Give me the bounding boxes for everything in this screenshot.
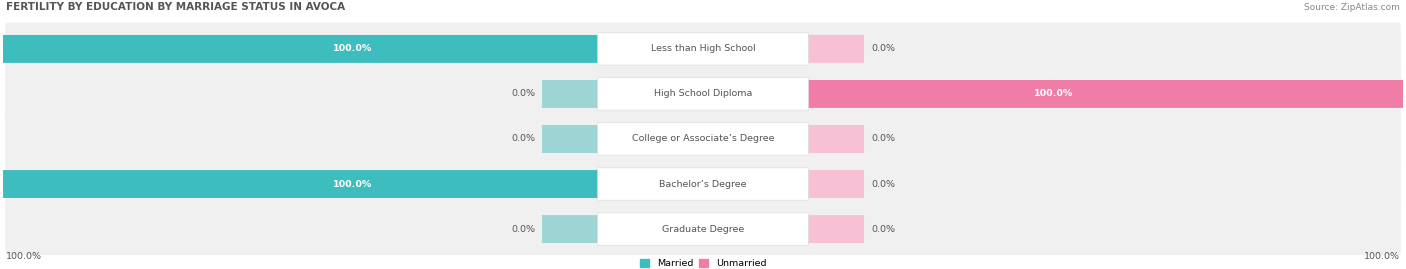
FancyBboxPatch shape [3,35,703,63]
FancyBboxPatch shape [541,80,598,108]
Text: Bachelor’s Degree: Bachelor’s Degree [659,179,747,189]
FancyBboxPatch shape [808,215,865,243]
FancyBboxPatch shape [598,33,808,65]
FancyBboxPatch shape [6,158,1400,210]
FancyBboxPatch shape [541,125,598,153]
Text: 0.0%: 0.0% [872,134,896,143]
Text: 0.0%: 0.0% [872,225,896,233]
FancyBboxPatch shape [3,170,703,198]
Text: 100.0%: 100.0% [1364,253,1400,261]
FancyBboxPatch shape [808,125,865,153]
FancyBboxPatch shape [598,123,808,155]
FancyBboxPatch shape [808,170,865,198]
FancyBboxPatch shape [6,68,1400,120]
Text: College or Associate’s Degree: College or Associate’s Degree [631,134,775,143]
FancyBboxPatch shape [808,35,865,63]
Text: Less than High School: Less than High School [651,44,755,54]
Text: 0.0%: 0.0% [510,134,534,143]
Text: Graduate Degree: Graduate Degree [662,225,744,233]
Legend: Married, Unmarried: Married, Unmarried [640,259,766,268]
FancyBboxPatch shape [6,203,1400,255]
Text: 100.0%: 100.0% [333,44,373,54]
Text: 0.0%: 0.0% [510,90,534,98]
FancyBboxPatch shape [6,113,1400,165]
Text: 100.0%: 100.0% [6,253,42,261]
Text: 0.0%: 0.0% [510,225,534,233]
FancyBboxPatch shape [598,168,808,200]
Text: 100.0%: 100.0% [333,179,373,189]
FancyBboxPatch shape [703,80,1403,108]
FancyBboxPatch shape [598,213,808,245]
Text: FERTILITY BY EDUCATION BY MARRIAGE STATUS IN AVOCA: FERTILITY BY EDUCATION BY MARRIAGE STATU… [6,2,346,12]
FancyBboxPatch shape [541,215,598,243]
Text: Source: ZipAtlas.com: Source: ZipAtlas.com [1303,3,1400,12]
Text: High School Diploma: High School Diploma [654,90,752,98]
Text: 0.0%: 0.0% [872,179,896,189]
Text: 100.0%: 100.0% [1033,90,1073,98]
FancyBboxPatch shape [598,78,808,110]
Text: 0.0%: 0.0% [872,44,896,54]
FancyBboxPatch shape [6,23,1400,75]
